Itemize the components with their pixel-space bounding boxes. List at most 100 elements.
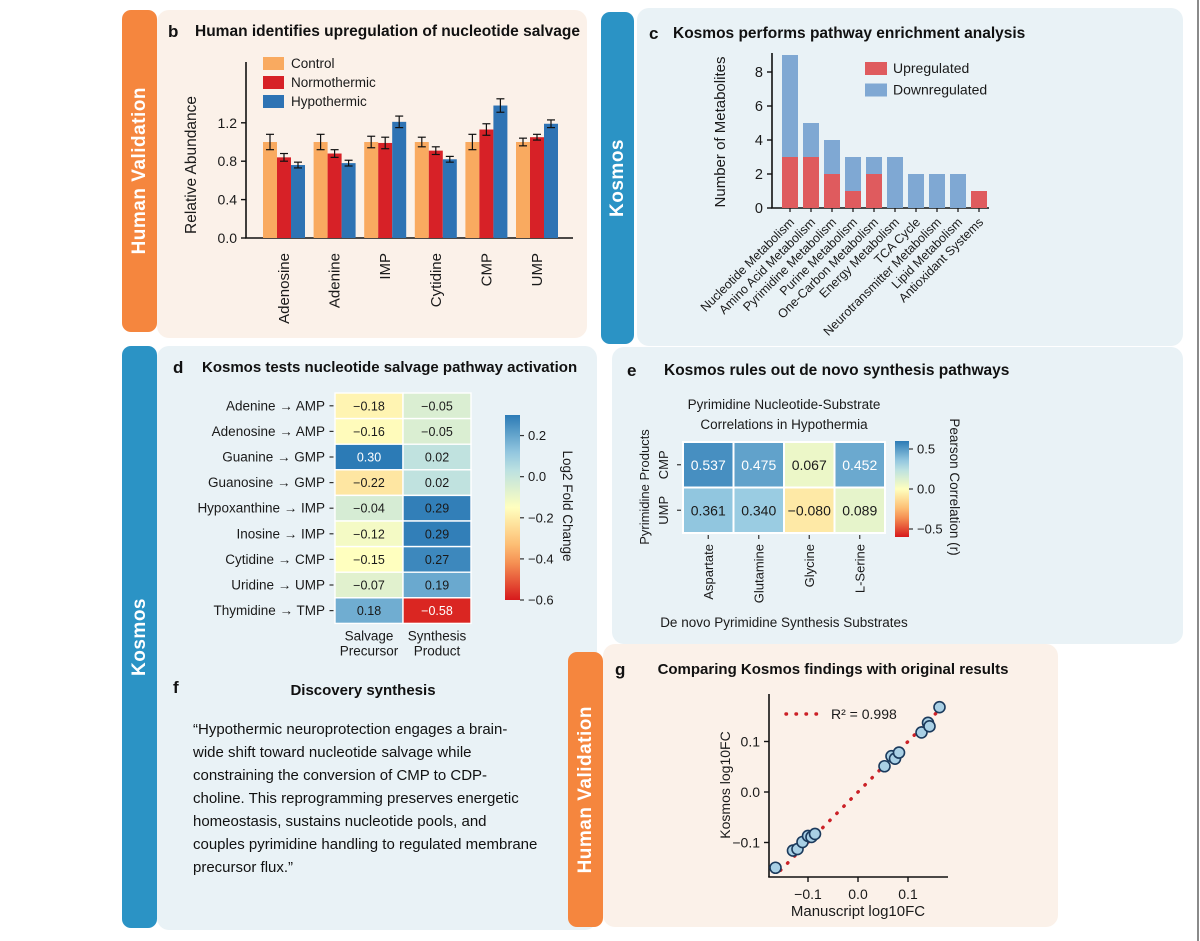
chart-b-grouped-bar: Control Normothermic Hypothermic 0.0 0.4 0.8 1… <box>183 56 573 324</box>
svg-text:−0.07: −0.07 <box>353 579 385 593</box>
chart-g-scatter: −0.1 0.0 0.1 −0.1 0.0 0.1 R² = 0.998 Manuscript… <box>717 694 948 920</box>
tab-human-validation-top: Human Validation <box>122 10 157 332</box>
svg-text:−0.22: −0.22 <box>353 476 385 490</box>
svg-text:Cytidine: Cytidine <box>428 253 445 307</box>
window-right-border <box>1197 0 1199 941</box>
svg-text:De novo Pyrimidine Synthesis S: De novo Pyrimidine Synthesis Substrates <box>660 615 908 630</box>
svg-text:Hypothermic: Hypothermic <box>291 94 367 109</box>
svg-text:Aspartate: Aspartate <box>701 544 716 600</box>
svg-text:1.2: 1.2 <box>218 115 238 131</box>
svg-text:Guanine → GMP: Guanine → GMP <box>222 450 325 465</box>
svg-text:Adenosine → AMP: Adenosine → AMP <box>212 424 325 439</box>
svg-text:Control: Control <box>291 56 335 71</box>
svg-text:0.02: 0.02 <box>425 476 449 490</box>
svg-text:Uridine → UMP: Uridine → UMP <box>231 578 325 593</box>
svg-text:−0.18: −0.18 <box>353 399 385 413</box>
tab-human-validation-bottom: Human Validation <box>568 652 603 927</box>
svg-text:Log2 Fold Change: Log2 Fold Change <box>560 450 575 561</box>
svg-text:0.361: 0.361 <box>691 502 726 518</box>
svg-text:Salvage: Salvage <box>345 628 394 643</box>
svg-text:0.089: 0.089 <box>842 502 877 518</box>
svg-text:Kosmos log10FC: Kosmos log10FC <box>717 731 733 838</box>
svg-text:4: 4 <box>755 133 763 149</box>
svg-text:Relative Abundance: Relative Abundance <box>183 96 200 234</box>
svg-text:2: 2 <box>755 167 763 183</box>
panel-g-letter: g <box>615 660 626 679</box>
svg-text:0.27: 0.27 <box>425 553 449 567</box>
chart-e-heatmap: Pyrimidine Nucleotide-Substrate Correlati… <box>637 397 962 630</box>
chart-c-stacked-bar: Upregulated Downregulated 0 2 4 6 8 Number of M… <box>698 53 989 339</box>
svg-text:6: 6 <box>755 99 763 115</box>
panel-d-f: d Kosmos tests nucleotide salvage pathwa… <box>157 346 597 930</box>
tab-kosmos-left-label: Kosmos <box>128 598 150 676</box>
svg-text:Pyrimidine Nucleotide-Substrat: Pyrimidine Nucleotide-Substrate <box>688 397 881 412</box>
svg-text:Adenine → AMP: Adenine → AMP <box>226 398 325 413</box>
svg-text:Upregulated: Upregulated <box>893 60 969 76</box>
svg-text:8: 8 <box>755 65 763 81</box>
svg-text:0.340: 0.340 <box>741 502 776 518</box>
svg-text:Number of Metabolites: Number of Metabolites <box>712 57 729 208</box>
svg-text:IMP: IMP <box>377 253 394 280</box>
svg-text:UMP: UMP <box>529 253 546 286</box>
svg-text:0: 0 <box>755 201 763 217</box>
svg-text:0.0: 0.0 <box>528 469 546 484</box>
svg-text:Inosine → IMP: Inosine → IMP <box>236 526 325 541</box>
panel-b: b Human identifies upregulation of nucle… <box>157 10 587 338</box>
svg-text:−0.15: −0.15 <box>353 553 385 567</box>
svg-text:0.475: 0.475 <box>741 457 776 473</box>
svg-text:0.8: 0.8 <box>218 153 238 169</box>
svg-text:Precursor: Precursor <box>340 643 399 658</box>
svg-text:Pearson Correlation (r): Pearson Correlation (r) <box>947 418 962 555</box>
svg-text:Pyrimidine Products: Pyrimidine Products <box>637 429 652 545</box>
svg-text:−0.58: −0.58 <box>421 604 453 618</box>
panel-b-title: Human identifies upregulation of nucleot… <box>195 23 580 40</box>
panel-b-letter: b <box>168 22 179 41</box>
svg-text:−0.5: −0.5 <box>917 522 943 537</box>
panel-d-letter: d <box>173 358 184 377</box>
tab-kosmos-top-label: Kosmos <box>606 139 628 217</box>
tab-human-validation-top-label: Human Validation <box>128 87 150 255</box>
svg-text:Adenine: Adenine <box>327 253 344 308</box>
svg-text:−0.1: −0.1 <box>732 835 760 851</box>
svg-text:Downregulated: Downregulated <box>893 82 987 98</box>
tab-kosmos-top: Kosmos <box>601 12 634 344</box>
svg-text:0.29: 0.29 <box>425 502 449 516</box>
svg-text:0.0: 0.0 <box>917 482 935 497</box>
panel-c-title: Kosmos performs pathway enrichment analy… <box>673 25 1026 42</box>
svg-text:Synthesis: Synthesis <box>408 628 467 643</box>
svg-text:CMP: CMP <box>656 450 671 479</box>
svg-text:0.29: 0.29 <box>425 527 449 541</box>
svg-text:0.2: 0.2 <box>528 428 546 443</box>
svg-text:−0.080: −0.080 <box>788 502 831 518</box>
svg-text:0.02: 0.02 <box>425 451 449 465</box>
svg-text:−0.16: −0.16 <box>353 425 385 439</box>
svg-text:0.1: 0.1 <box>741 734 761 750</box>
svg-text:Manuscript log10FC: Manuscript log10FC <box>791 903 925 920</box>
svg-text:−0.05: −0.05 <box>421 399 453 413</box>
svg-text:−0.4: −0.4 <box>528 551 554 566</box>
svg-text:Cytidine → CMP: Cytidine → CMP <box>225 552 325 567</box>
svg-text:−0.1: −0.1 <box>794 886 822 902</box>
svg-text:−0.05: −0.05 <box>421 425 453 439</box>
tab-human-validation-bottom-label: Human Validation <box>574 705 596 874</box>
panel-d-title: Kosmos tests nucleotide salvage pathway … <box>202 359 578 376</box>
svg-text:Glycine: Glycine <box>802 544 817 587</box>
svg-text:0.0: 0.0 <box>848 886 868 902</box>
svg-text:0.19: 0.19 <box>425 579 449 593</box>
svg-text:Glutamine: Glutamine <box>751 544 766 603</box>
panel-g: g Comparing Kosmos findings with origina… <box>603 644 1058 927</box>
svg-text:Guanosine → GMP: Guanosine → GMP <box>208 475 325 490</box>
svg-text:L-Serine: L-Serine <box>852 544 867 593</box>
svg-text:0.4: 0.4 <box>218 192 238 208</box>
svg-text:0.30: 0.30 <box>357 451 381 465</box>
svg-text:CMP: CMP <box>478 253 495 286</box>
panel-e: e Kosmos rules out de novo synthesis pat… <box>612 347 1183 644</box>
svg-text:0.537: 0.537 <box>691 457 726 473</box>
svg-text:0.452: 0.452 <box>842 457 877 473</box>
tab-kosmos-left: Kosmos <box>122 346 157 928</box>
svg-text:UMP: UMP <box>656 496 671 525</box>
svg-text:Adenosine: Adenosine <box>276 253 293 324</box>
discovery-synthesis-quote: “Hypothermic neuroprotection engages a b… <box>193 721 538 876</box>
svg-text:Hypoxanthine → IMP: Hypoxanthine → IMP <box>197 501 325 516</box>
